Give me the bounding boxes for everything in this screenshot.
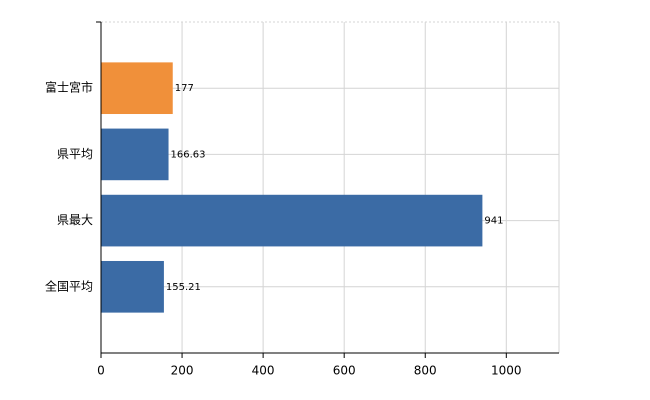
- bar: [101, 260, 164, 313]
- value-label: 155.21: [166, 282, 201, 293]
- value-label: 166.63: [171, 149, 206, 160]
- bar: [101, 128, 169, 181]
- x-tick-label: 400: [252, 364, 275, 378]
- y-tick-label: 県最大: [57, 213, 93, 227]
- bar: [101, 62, 173, 115]
- bar: [101, 194, 483, 247]
- y-tick-label: 富士宮市: [45, 80, 93, 95]
- x-tick-label: 0: [97, 364, 105, 378]
- x-tick-label: 800: [414, 364, 437, 378]
- value-label: 177: [175, 83, 194, 94]
- value-label: 941: [484, 216, 503, 227]
- x-tick-label: 600: [333, 364, 356, 378]
- y-tick-label: 県平均: [57, 147, 93, 161]
- y-tick-label: 全国平均: [45, 278, 93, 293]
- x-tick-label: 1000: [491, 364, 522, 378]
- x-tick-label: 200: [171, 364, 194, 378]
